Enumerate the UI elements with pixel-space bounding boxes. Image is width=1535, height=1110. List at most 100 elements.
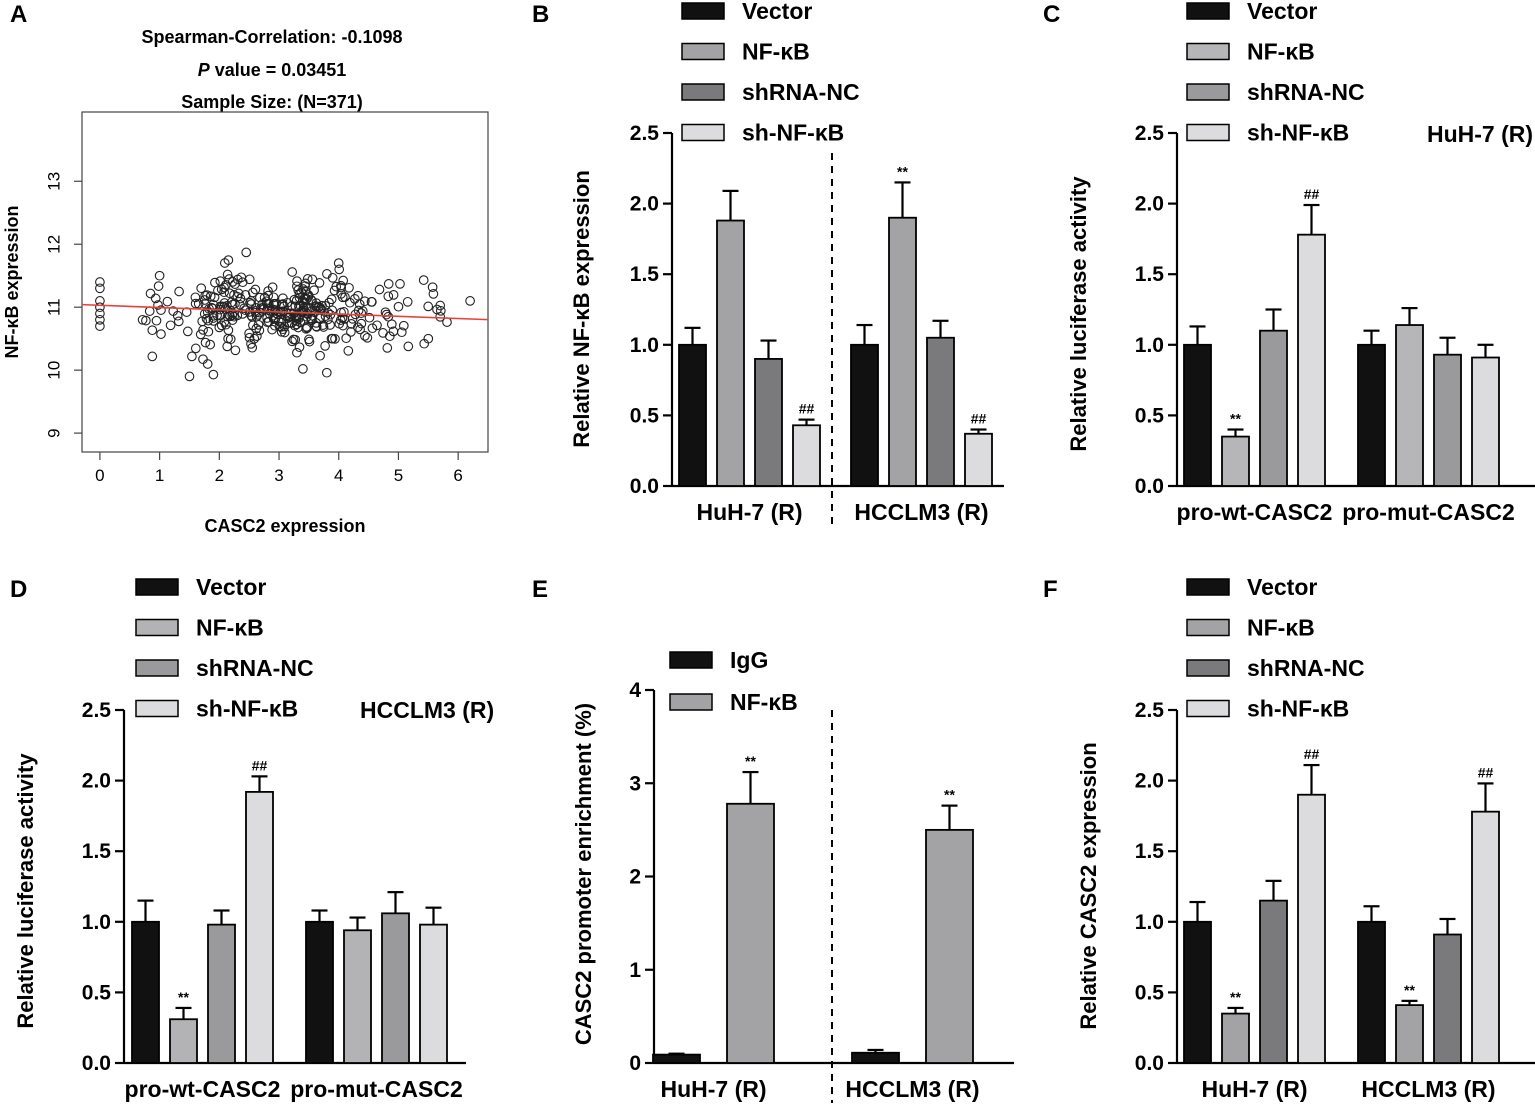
- panel-c-legend-label: shRNA-NC: [1247, 79, 1365, 105]
- panel-d-y-tick-label: 0.0: [82, 1052, 111, 1075]
- panel-e-y-tick-label: 4: [629, 679, 641, 702]
- panel-d-legend-swatch: [135, 578, 179, 596]
- scatter-point: [190, 298, 201, 309]
- scatter-y-tick-label: 10: [44, 361, 63, 380]
- scatter-point: [219, 317, 230, 327]
- panel-label-f: F: [1043, 576, 1058, 603]
- scatter-point: [190, 292, 201, 303]
- stat-p-rest: value = 0.03451: [210, 60, 347, 80]
- panel-b-y-tick-label: 0.5: [630, 404, 660, 427]
- panel-f-legend-label: sh-NF-κB: [1247, 696, 1349, 722]
- scatter-point: [244, 328, 254, 339]
- scatter-point: [384, 331, 395, 342]
- scatter-point: [95, 321, 105, 331]
- scatter-point: [276, 317, 286, 328]
- panel-c-y-tick-label: 1.5: [1135, 263, 1165, 286]
- scatter-point: [223, 325, 234, 336]
- scatter-point: [247, 312, 258, 322]
- scatter-point: [383, 279, 394, 289]
- scatter-point: [249, 333, 260, 344]
- scatter-frame: [81, 111, 489, 453]
- scatter-point: [247, 342, 258, 353]
- panel-b-bar: [850, 343, 879, 487]
- scatter-point: [336, 288, 346, 299]
- scatter-point: [338, 275, 349, 286]
- scatter-point: [190, 343, 201, 354]
- panel-c-note: HuH-7 (R): [1427, 121, 1533, 147]
- panel-b-category-label: HuH-7 (R): [696, 499, 802, 525]
- panel-c-legend-label: Vector: [1247, 0, 1317, 24]
- scatter-point: [222, 269, 233, 280]
- panel-e-bar: [925, 828, 974, 1064]
- panel-d-bar: [343, 929, 372, 1064]
- panel-d-y-tick-label: 1.5: [82, 840, 112, 863]
- panel-d-y-tick-label: 2.0: [82, 770, 111, 793]
- scatter-point: [137, 314, 148, 325]
- panel-e-significance-mark: **: [944, 787, 955, 803]
- scatter-point: [300, 278, 311, 289]
- scatter-point: [251, 323, 262, 334]
- panel-f-category-label: HCCLM3 (R): [1361, 1076, 1495, 1102]
- panel-d-bar: [381, 912, 410, 1064]
- panel-f-legend-swatch: [1186, 659, 1230, 677]
- scatter-point: [326, 333, 337, 344]
- scatter-y-tick-label: 12: [44, 235, 63, 254]
- scatter-point: [198, 354, 208, 365]
- panel-d-bar: [419, 923, 448, 1064]
- scatter-point: [382, 343, 393, 353]
- panel-d-legend-swatch: [135, 699, 179, 718]
- scatter-point: [292, 347, 302, 358]
- scatter-point: [315, 350, 325, 361]
- scatter-point: [349, 294, 360, 304]
- scatter-point: [235, 293, 246, 304]
- scatter-point: [292, 281, 302, 292]
- panel-d-bar: [169, 1018, 198, 1064]
- scatter-point: [291, 316, 302, 326]
- scatter-point: [173, 316, 184, 327]
- panel-c-legend-swatch: [1186, 83, 1230, 101]
- scatter-point: [301, 294, 312, 304]
- scatter-point: [273, 309, 283, 320]
- scatter-point: [212, 310, 222, 321]
- scatter-point: [334, 264, 345, 275]
- scatter-point: [162, 296, 173, 307]
- panel-c-legend-label: NF-κB: [1247, 39, 1315, 65]
- panel-c-significance-mark: ##: [1304, 186, 1320, 202]
- panel-b-significance-mark: **: [897, 163, 908, 179]
- stat-sample-size: Sample Size: (N=371): [181, 92, 363, 112]
- panel-b-bar: [792, 424, 821, 487]
- scatter-point: [195, 329, 206, 340]
- scatter-point: [287, 301, 297, 311]
- panel-label-d: D: [10, 576, 27, 603]
- scatter-point: [147, 325, 158, 336]
- scatter-point: [302, 274, 313, 284]
- scatter-point: [339, 307, 349, 317]
- panel-e-y-tick-label: 1: [629, 959, 641, 982]
- scatter-point: [153, 300, 163, 310]
- panel-e-y-axis-title: CASC2 promoter enrichment (%): [571, 703, 596, 1045]
- panel-e-legend-swatch: [669, 693, 713, 711]
- scatter-point: [95, 302, 105, 313]
- scatter-point: [353, 322, 363, 333]
- scatter-point: [208, 369, 219, 380]
- panel-d-legend-label: Vector: [196, 574, 266, 600]
- scatter-point: [335, 315, 346, 325]
- scatter-point: [320, 341, 330, 351]
- scatter-point: [187, 351, 197, 362]
- scatter-point: [419, 338, 430, 349]
- scatter-point: [278, 299, 288, 309]
- scatter-point: [428, 289, 439, 299]
- scatter-point: [203, 315, 214, 326]
- panel-e-category-label: HuH-7 (R): [660, 1076, 766, 1102]
- scatter-point: [200, 337, 211, 348]
- panel-b-legend-label: shRNA-NC: [742, 79, 860, 105]
- panel-b-bar: [678, 343, 707, 487]
- scatter-point: [222, 341, 233, 352]
- scatter-point: [359, 296, 370, 307]
- panel-b-y-tick-label: 0.0: [630, 475, 659, 498]
- scatter-x-tick-label: 6: [453, 466, 462, 485]
- scatter-point: [355, 324, 365, 335]
- scatter-point: [367, 297, 377, 307]
- scatter-point: [298, 364, 308, 374]
